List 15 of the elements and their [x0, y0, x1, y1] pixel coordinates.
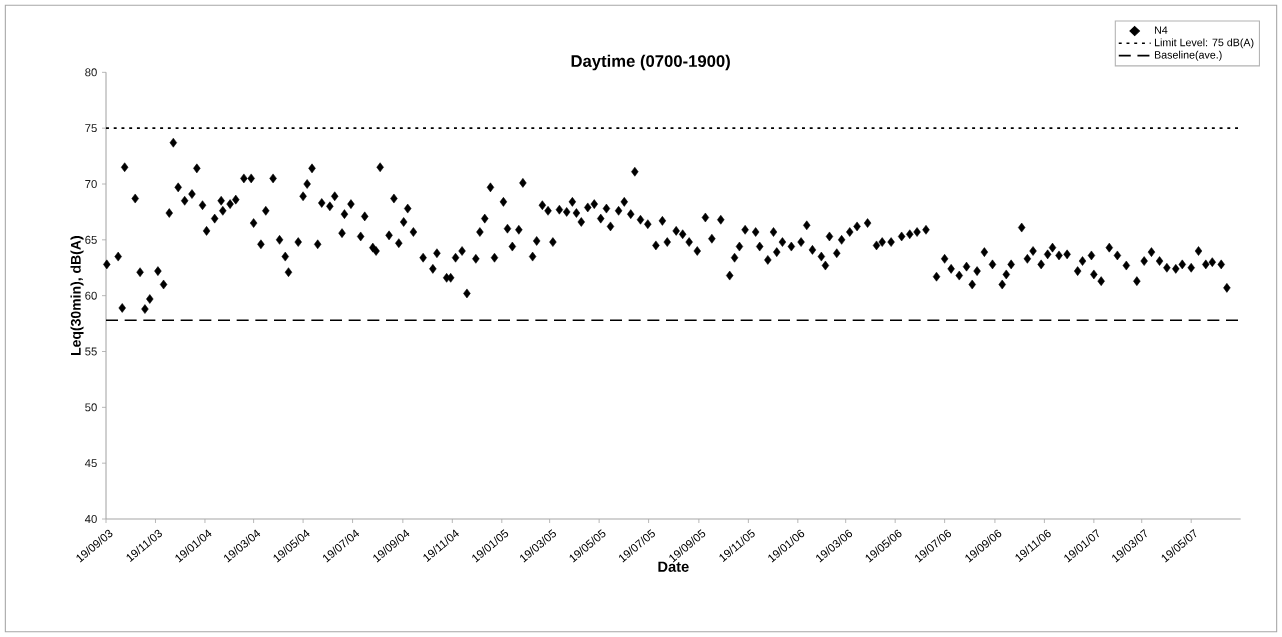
legend-label: Limit Level: 75 dB(A) [1154, 38, 1254, 49]
x-axis-title: Date [658, 561, 689, 572]
legend-label: N4 [1154, 26, 1168, 34]
y-tick-label: 55 [85, 347, 97, 356]
y-axis-title: Leq(30min), dB(A) [70, 236, 84, 355]
y-tick-label: 45 [84, 459, 97, 468]
y-tick-label: 75 [85, 124, 97, 133]
y-tick-label: 70 [85, 180, 97, 189]
y-tick-label: 50 [85, 403, 97, 412]
chart-title: Daytime (0700-1900) [571, 54, 730, 71]
y-tick-label: 80 [85, 68, 97, 77]
legend-label: Baseline(ave.) [1154, 50, 1222, 61]
y-tick-label: 65 [85, 235, 97, 244]
y-tick-label: 40 [84, 515, 97, 524]
y-tick-label: 60 [85, 291, 97, 300]
